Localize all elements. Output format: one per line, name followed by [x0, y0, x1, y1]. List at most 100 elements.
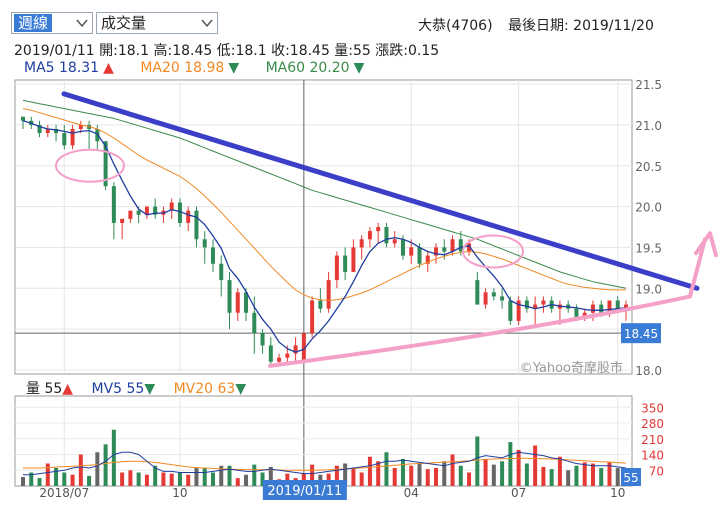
ma5-label: MA5 18.31: [24, 60, 100, 76]
candle: [417, 243, 422, 268]
candle: [293, 337, 298, 362]
candle-body: [590, 304, 595, 313]
volume-tick-label: 280: [641, 417, 664, 431]
candle-body: [549, 300, 554, 309]
candle: [111, 182, 116, 240]
candle: [285, 345, 290, 362]
candle-body: [417, 247, 422, 264]
chevron-down-icon: [201, 19, 213, 28]
candle-body: [475, 280, 480, 305]
volume-bar: [343, 463, 348, 486]
volume-bar: [367, 456, 372, 486]
candle-body: [533, 304, 538, 309]
candle-body: [607, 300, 612, 313]
volume-bar: [434, 468, 439, 486]
mv20-label: MV20 63: [173, 381, 236, 397]
volume-tick-label: 350: [641, 401, 664, 415]
candle-body: [210, 247, 215, 264]
candle: [210, 239, 215, 272]
volume-bar: [111, 429, 116, 486]
candle-body: [359, 239, 364, 248]
cursor-date-label: 2019/01/11: [267, 484, 342, 499]
ma5-line: [22, 120, 627, 353]
candle-body: [277, 357, 282, 362]
candle-body: [400, 239, 405, 256]
candle-body: [29, 120, 34, 125]
volume-bar: [103, 444, 108, 486]
candle-body: [615, 300, 620, 309]
candle: [549, 296, 554, 313]
mv20-trend: ▼: [235, 381, 247, 397]
volume-bar: [244, 474, 249, 486]
candle: [153, 198, 158, 219]
volume-bar: [516, 450, 521, 486]
volume-panel-frame: [14, 395, 633, 487]
candle: [574, 304, 579, 321]
candle-body: [351, 247, 356, 272]
candle-body: [95, 129, 100, 142]
candle: [450, 235, 455, 256]
candle-body: [624, 304, 628, 309]
candle-body: [37, 124, 42, 134]
mv5-trend: ▼: [144, 381, 156, 397]
candle-body: [566, 304, 571, 309]
candle: [128, 210, 133, 223]
candle-body: [508, 300, 513, 321]
volume-bar: [136, 472, 141, 486]
ma60-label: MA60 20.20: [265, 60, 350, 76]
candle: [483, 288, 488, 309]
volume-bar: [566, 470, 571, 486]
candle: [136, 206, 141, 223]
volume-bar: [78, 454, 83, 486]
candle: [252, 296, 257, 354]
candle-body: [153, 206, 158, 215]
x-tick-label: 10: [172, 486, 187, 500]
candle-body: [425, 255, 430, 264]
candle-body: [21, 116, 25, 121]
highlight-circle: [55, 148, 125, 183]
candle: [161, 206, 166, 223]
candle: [202, 231, 207, 264]
candle: [566, 300, 571, 313]
volume-bar: [252, 464, 257, 486]
volume-bar: [384, 452, 389, 486]
volume-bar: [359, 472, 364, 486]
candle: [384, 222, 389, 248]
volume-bar: [450, 454, 455, 486]
candle: [516, 296, 521, 325]
volume-bar: [177, 472, 182, 486]
candle: [541, 296, 546, 313]
candle-body: [541, 300, 546, 305]
candle: [78, 120, 83, 134]
candle-body: [103, 141, 108, 187]
vol-trend: ▲: [62, 381, 74, 397]
period-select[interactable]: 週線: [11, 12, 93, 34]
candle: [467, 239, 472, 256]
volume-bar: [285, 473, 290, 486]
candle-body: [384, 227, 389, 244]
stock-name: 大恭(4706): [418, 18, 493, 34]
candle-body: [343, 255, 348, 272]
candle: [277, 353, 282, 366]
candle: [425, 251, 430, 272]
candle-body: [136, 210, 141, 215]
chevron-down-icon: [76, 19, 88, 28]
candle: [87, 120, 92, 150]
arrow-head: [694, 231, 718, 258]
x-tick-label: 07: [511, 486, 526, 500]
candle-body: [87, 124, 92, 129]
indicator-select[interactable]: 成交量: [96, 12, 218, 34]
candle: [475, 271, 480, 305]
price-tick-label: 21.0: [635, 119, 662, 133]
candle: [367, 227, 372, 248]
volume-bar: [29, 472, 34, 486]
volume-bar: [54, 468, 59, 486]
volume-bar: [615, 468, 620, 486]
candle-body: [120, 218, 125, 223]
price-tick-label: 18.0: [635, 364, 662, 378]
candle-body: [260, 333, 265, 346]
ma60-trend: ▼: [353, 60, 365, 76]
volume-bar: [549, 469, 554, 486]
volume-bar: [37, 478, 42, 486]
